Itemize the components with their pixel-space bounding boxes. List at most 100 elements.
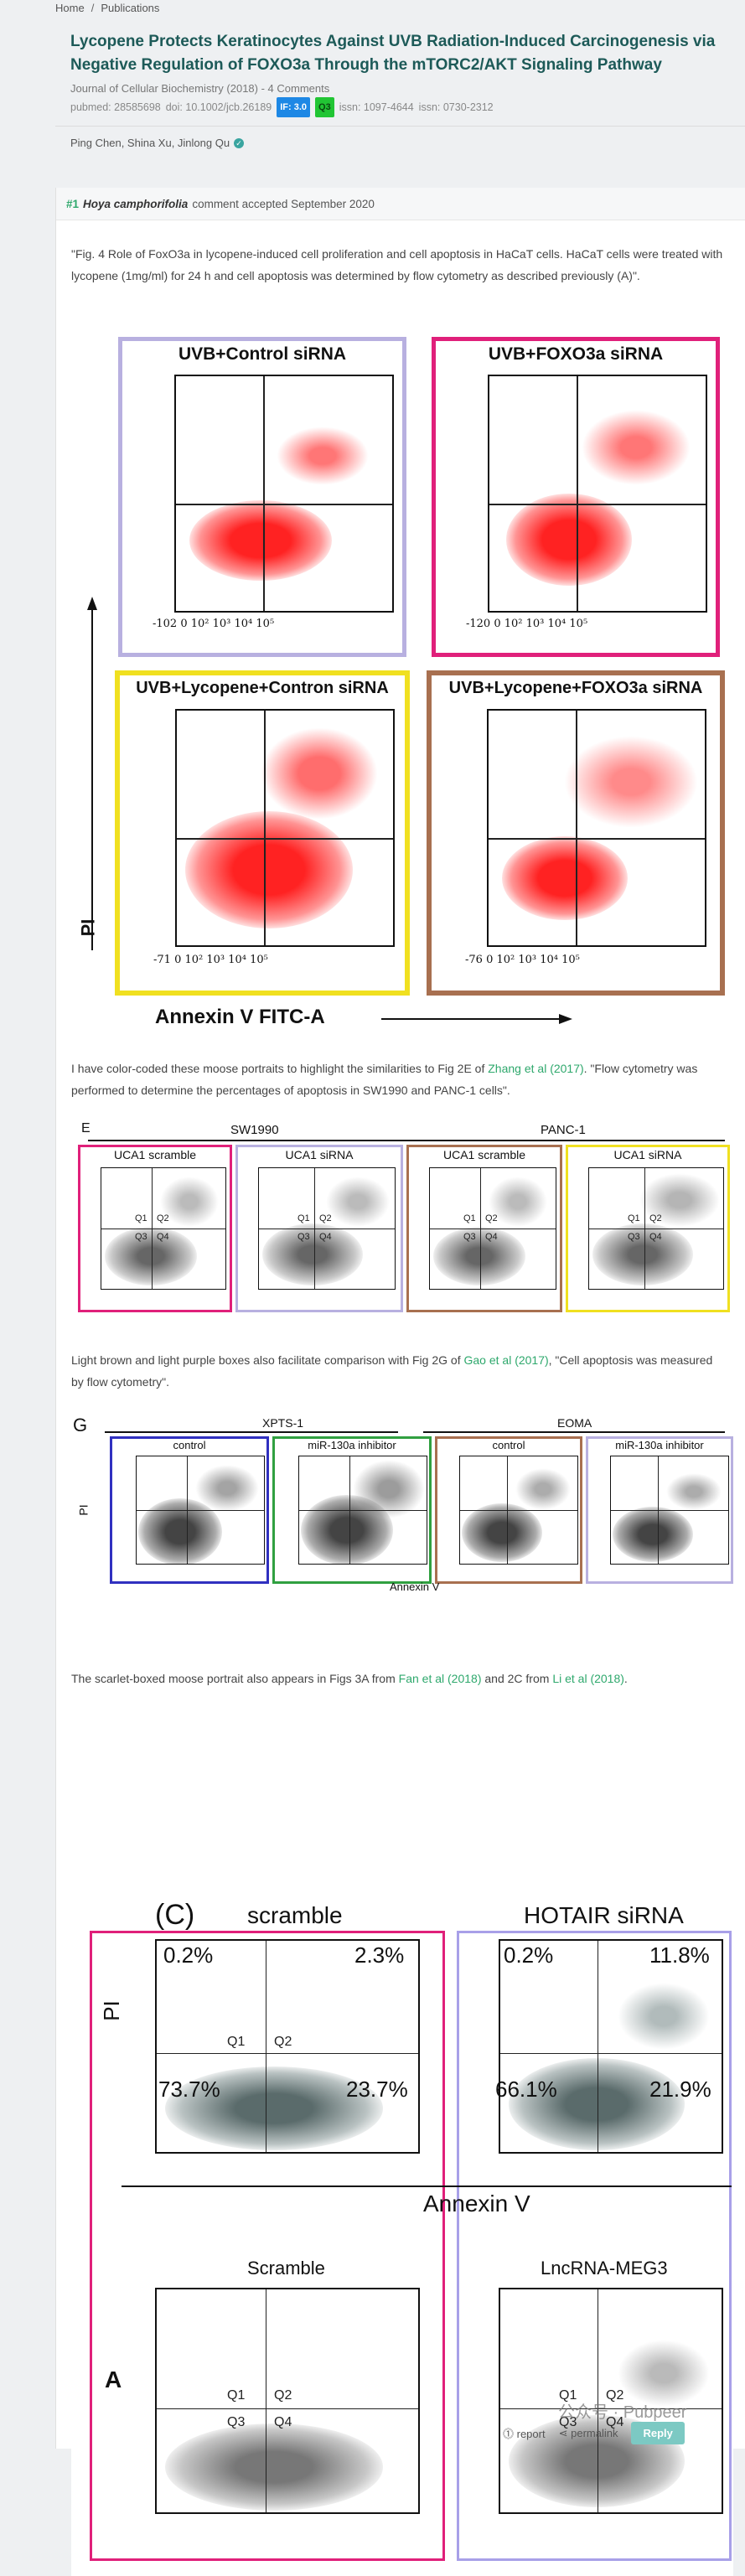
figure-3-x-label: Annexin V bbox=[390, 1580, 440, 1593]
panel-title: UVB+Lycopene+FOXO3a siRNA bbox=[448, 679, 703, 697]
group-sw1990: SW1990 bbox=[230, 1123, 279, 1137]
scatter-plot bbox=[175, 709, 395, 947]
comment-card: #1 Hoya camphorifolia comment accepted S… bbox=[55, 188, 745, 2576]
figure-4-label-a: A bbox=[105, 2367, 122, 2392]
scatter-plot: Q1 Q2 Q3 Q4 bbox=[258, 1167, 396, 1290]
scatter-plot bbox=[488, 375, 707, 613]
scatter-plot: Q1 Q2 Q3 Q4 bbox=[588, 1167, 724, 1290]
figure-3-y-label: PI bbox=[76, 1504, 91, 1516]
figure-4-x-label: Annexin V bbox=[423, 2191, 530, 2216]
scatter-plot bbox=[610, 1456, 729, 1565]
comment-paragraph-4: The scarlet-boxed moose portrait also ap… bbox=[71, 1672, 628, 1685]
panel-title: UVB+Lycopene+Contron siRNA bbox=[136, 679, 389, 697]
scatter-plot bbox=[174, 375, 394, 613]
x-ticks: -76 0 10² 10³ 10⁴ 10⁵ bbox=[465, 954, 580, 966]
comment-author: Hoya camphorifolia bbox=[83, 197, 189, 210]
figure-1-y-label: PI bbox=[77, 918, 99, 937]
title-scramble: scramble bbox=[247, 1902, 343, 1928]
issn-2: issn: 0730-2312 bbox=[418, 101, 494, 113]
publication-title[interactable]: Lycopene Protects Keratinocytes Against … bbox=[70, 33, 716, 74]
group-panc1: PANC-1 bbox=[541, 1123, 586, 1137]
x-axis-arrow bbox=[381, 1014, 572, 1024]
pct-q1-left: 0.2% bbox=[163, 1942, 214, 1968]
comment-paragraph-2: I have color-coded these moose portraits… bbox=[71, 1062, 698, 1097]
figure-3-panel-2: miR-130a inhibitor bbox=[272, 1436, 432, 1584]
pct-q2-right: 11.8% bbox=[649, 1942, 710, 1968]
figure-2-panel-label: E bbox=[81, 1121, 91, 1135]
pubmed-id[interactable]: pubmed: 28585698 bbox=[70, 101, 161, 113]
authors-text[interactable]: Ping Chen, Shina Xu, Jinlong Qu bbox=[70, 137, 230, 149]
scatter-plot bbox=[487, 709, 706, 947]
title-meg3: LncRNA-MEG3 bbox=[541, 2258, 668, 2279]
figure-2-panel-3: UCA1 scramble Q1 Q2 Q3 Q4 bbox=[406, 1145, 562, 1312]
breadcrumb: Home / Publications bbox=[55, 0, 159, 15]
figure-2-panel-1: UCA1 scramble Q1 Q2 Q3 Q4 bbox=[78, 1145, 232, 1312]
scatter-plot: Q1 Q2 Q3 Q4 bbox=[429, 1167, 556, 1290]
breadcrumb-home-link[interactable]: Home bbox=[55, 1, 85, 14]
comment-number[interactable]: #1 bbox=[66, 197, 80, 210]
scatter-plot: Q1 Q2 Q3 Q4 bbox=[101, 1167, 226, 1290]
reply-button[interactable]: Reply bbox=[631, 2422, 685, 2444]
divider bbox=[55, 126, 745, 127]
pct-q4-left: 23.7% bbox=[346, 2077, 408, 2102]
breadcrumb-separator: / bbox=[91, 1, 95, 14]
breadcrumb-publications-link[interactable]: Publications bbox=[101, 1, 160, 14]
figure-3-panel-3: control bbox=[435, 1436, 582, 1584]
issn-1: issn: 1097-4644 bbox=[339, 101, 414, 113]
figure-4-label-c: (C) bbox=[155, 1899, 195, 1931]
figure-1: PI UVB+Control siRNA -102 0 10² 10³ 10⁴ … bbox=[71, 330, 733, 1051]
gao-2017-link[interactable]: Gao et al (2017) bbox=[463, 1353, 549, 1367]
scatter-plot bbox=[298, 1456, 427, 1565]
wechat-watermark: 公众号 · Pubpeer bbox=[558, 2403, 687, 2422]
scatter-plot-scramble: Q1 Q2 bbox=[155, 1939, 420, 2154]
author-list: Ping Chen, Shina Xu, Jinlong Qu ✓ bbox=[70, 137, 245, 149]
pct-q4-right: 21.9% bbox=[649, 2077, 711, 2102]
pct-q3-right: 66.1% bbox=[495, 2077, 557, 2102]
group-eoma: EOMA bbox=[557, 1416, 592, 1430]
permalink-button[interactable]: ⋖ permalink bbox=[558, 2426, 618, 2439]
figure-2-panel-4: UCA1 siRNA Q1 Q2 Q3 Q4 bbox=[566, 1145, 730, 1312]
figure-3-panel-4: miR-130a inhibitor bbox=[586, 1436, 733, 1584]
panel-title: UVB+FOXO3a siRNA bbox=[488, 344, 664, 364]
identifier-line: pubmed: 28585698 doi: 10.1002/jcb.26189 … bbox=[70, 97, 724, 117]
x-ticks: -120 0 10² 10³ 10⁴ 10⁵ bbox=[466, 618, 588, 630]
scatter-plot bbox=[136, 1456, 265, 1565]
y-axis-arrow bbox=[87, 597, 97, 950]
figure-1-panel-1: UVB+Control siRNA -102 0 10² 10³ 10⁴ 10⁵ bbox=[118, 337, 406, 657]
comment-paragraph-3: Light brown and light purple boxes also … bbox=[71, 1353, 713, 1389]
scatter-plot bbox=[459, 1456, 578, 1565]
figure-3-panel-label: G bbox=[73, 1415, 88, 1435]
figure-1-x-label: Annexin V FITC-A bbox=[155, 1006, 325, 1028]
figure-4: (C) A PI scramble Q1 Q2 0.2% 2.3% 73.7% … bbox=[71, 1897, 733, 2576]
figure-1-panel-2: UVB+FOXO3a siRNA -120 0 10² 10³ 10⁴ 10⁵ bbox=[432, 337, 720, 657]
report-button[interactable]: ⓵ report bbox=[503, 2428, 546, 2440]
publication-header: Lycopene Protects Keratinocytes Against … bbox=[70, 30, 724, 117]
x-ticks: -71 0 10² 10³ 10⁴ 10⁵ bbox=[153, 954, 268, 966]
group-xpts1: XPTS-1 bbox=[262, 1416, 304, 1430]
comment-header: #1 Hoya camphorifolia comment accepted S… bbox=[56, 188, 745, 220]
share-icon: ⋖ bbox=[558, 2426, 568, 2439]
figure-2-panel-2: UCA1 siRNA Q1 Q2 Q3 Q4 bbox=[235, 1145, 403, 1312]
pct-q3-left: 73.7% bbox=[158, 2077, 220, 2102]
comment-status: comment accepted September 2020 bbox=[192, 197, 375, 210]
title-hotair: HOTAIR siRNA bbox=[524, 1902, 684, 1928]
comment-actions: ⓵ report ⋖ permalink Reply bbox=[503, 2422, 685, 2444]
li-2018-link[interactable]: Li et al (2018) bbox=[552, 1672, 624, 1685]
scatter-plot-hotair bbox=[499, 1939, 723, 2154]
impact-factor-badge: IF: 3.0 bbox=[277, 97, 311, 117]
pct-q2-left: 2.3% bbox=[354, 1942, 405, 1968]
figure-1-panel-3: UVB+Lycopene+Contron siRNA -71 0 10² 10³… bbox=[115, 670, 410, 996]
figure-2: E SW1990 PANC-1 UCA1 scramble Q1 Q2 Q3 Q… bbox=[71, 1118, 733, 1319]
doi[interactable]: doi: 10.1002/jcb.26189 bbox=[165, 101, 272, 113]
quartile-badge: Q3 bbox=[315, 97, 334, 117]
journal-line: Journal of Cellular Biochemistry (2018) … bbox=[70, 82, 330, 95]
x-ticks: -102 0 10² 10³ 10⁴ 10⁵ bbox=[153, 618, 275, 630]
scatter-plot-scramble-bottom: Q1 Q2 Q3 Q4 bbox=[155, 2288, 420, 2514]
zhang-2017-link[interactable]: Zhang et al (2017) bbox=[488, 1062, 584, 1075]
fan-2018-link[interactable]: Fan et al (2018) bbox=[398, 1672, 482, 1685]
figure-3-panel-1: control bbox=[110, 1436, 269, 1584]
pct-q1-right: 0.2% bbox=[504, 1942, 554, 1968]
comment-paragraph-1: "Fig. 4 Role of FoxO3a in lycopene-induc… bbox=[71, 247, 723, 282]
figure-4-y-label: PI bbox=[98, 2000, 124, 2021]
panel-title: UVB+Control siRNA bbox=[178, 344, 347, 364]
